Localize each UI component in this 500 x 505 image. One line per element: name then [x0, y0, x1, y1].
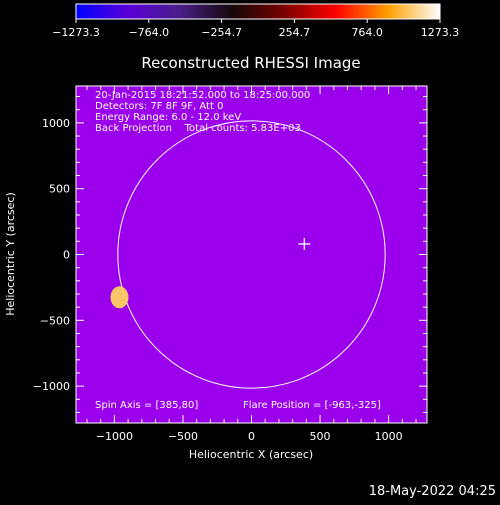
solar-disk-circle: [117, 120, 386, 389]
plot-area: [76, 86, 427, 423]
chart-title: Reconstructed RHESSI Image: [141, 54, 360, 72]
footer-timestamp: 18-May-2022 04:25: [369, 484, 496, 499]
y-axis-label: Heliocentric Y (arcsec): [4, 192, 17, 316]
colorbar-tick-label: −254.7: [201, 26, 242, 39]
annotation-block: 20-Jan-2015 18:21:52.000 to 18:25:00.000…: [95, 90, 381, 411]
y-tick-label: −1000: [33, 380, 70, 393]
spin-axis-marker: [298, 237, 311, 250]
x-tick-label: 1000: [375, 430, 403, 443]
annotation-energy: Energy Range: 6.0 - 12.0 keV: [95, 112, 241, 123]
annotation-detectors: Detectors: 7F 8F 9F, Att 0: [95, 101, 223, 112]
spin-axis-label: Spin Axis = [385,80]: [95, 400, 198, 411]
colorbar-ticks: −1273.3 −764.0 −254.7 254.7 764.0 1273.3: [52, 19, 459, 39]
x-tick-label: 0: [248, 430, 255, 443]
heatmap-image: [76, 86, 427, 423]
colorbar-tick-label: 1273.3: [421, 26, 460, 39]
x-axis-label: Heliocentric X (arcsec): [189, 448, 313, 461]
x-tick-label: −500: [168, 430, 198, 443]
annotation-time: 20-Jan-2015 18:21:52.000 to 18:25:00.000: [95, 90, 310, 101]
flare-source: [110, 286, 129, 309]
annotation-method: Back Projection Total counts: 5.83E+03: [95, 123, 301, 134]
colorbar: −1273.3 −764.0 −254.7 254.7 764.0 1273.3: [52, 3, 459, 39]
y-axis-ticks: 1000 500 0 −500 −1000: [33, 96, 427, 413]
y-tick-label: −500: [40, 314, 70, 327]
colorbar-tick-label: −1273.3: [52, 26, 100, 39]
flare-position-label: Flare Position = [-963,-325]: [243, 400, 381, 411]
y-tick-label: 0: [63, 249, 70, 262]
x-tick-label: 500: [310, 430, 331, 443]
x-axis-ticks: −1000 −500 0 500 1000: [86, 86, 417, 443]
colorbar-tick-label: 254.7: [279, 26, 311, 39]
colorbar-tick-label: 764.0: [351, 26, 383, 39]
y-tick-label: 1000: [42, 117, 70, 130]
colorbar-tick-label: −764.0: [128, 26, 169, 39]
colorbar-gradient: [75, 3, 441, 20]
y-tick-label: 500: [49, 183, 70, 196]
x-tick-label: −1000: [96, 430, 133, 443]
